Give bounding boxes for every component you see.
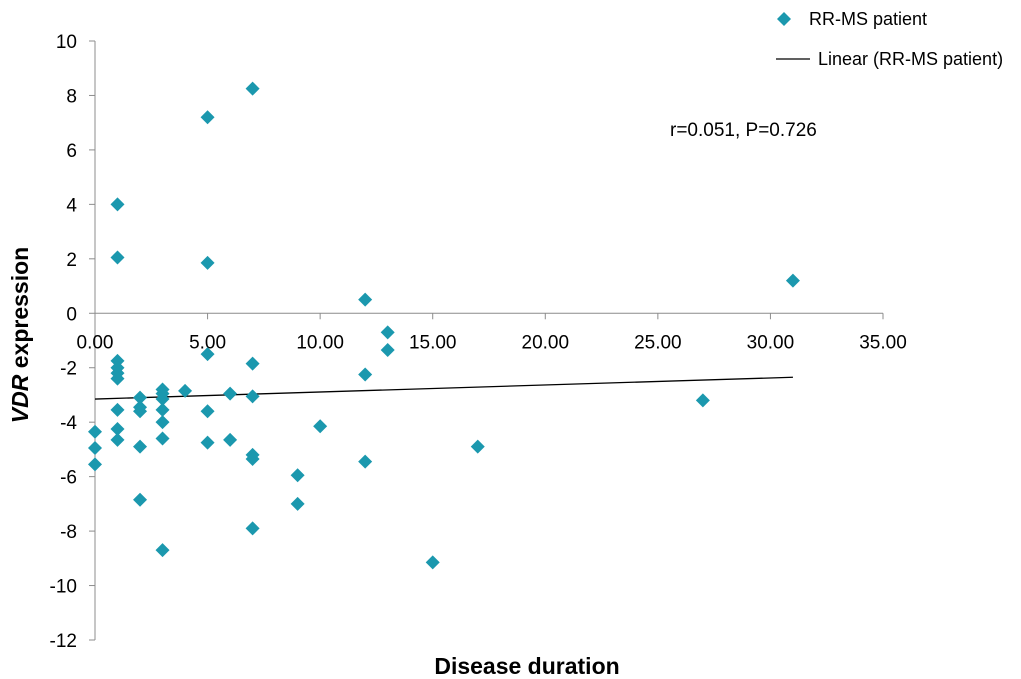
- y-tick-label: -4: [60, 413, 77, 434]
- data-point: [245, 81, 260, 96]
- y-tick-label: -8: [60, 522, 77, 543]
- y-tick-label: 0: [66, 304, 77, 325]
- data-point: [200, 110, 215, 125]
- x-tick-label: 10.00: [296, 332, 344, 353]
- trendline-layer: [94, 376, 793, 400]
- legend: RR-MS patient Linear (RR-MS patient): [776, 9, 1003, 69]
- data-point: [200, 404, 215, 419]
- data-point: [425, 555, 440, 570]
- data-point: [155, 415, 170, 430]
- data-point: [155, 543, 170, 558]
- data-point: [155, 431, 170, 446]
- data-point: [200, 255, 215, 270]
- data-point: [380, 343, 395, 358]
- y-tick-label: 8: [66, 86, 77, 107]
- legend-label-series: RR-MS patient: [809, 9, 927, 29]
- y-tick-label: 6: [66, 141, 77, 162]
- data-point: [110, 371, 125, 386]
- data-point: [290, 468, 305, 483]
- data-point: [245, 521, 260, 536]
- y-tick-label: 4: [66, 195, 77, 216]
- data-point: [88, 457, 102, 472]
- y-axis: 10 8 6 4 2 0 -2 -4 -6 -8 -10 -12: [50, 32, 96, 652]
- data-point: [88, 424, 102, 439]
- data-point: [358, 367, 373, 382]
- data-point: [110, 432, 125, 447]
- x-tick-label: 15.00: [409, 332, 457, 353]
- data-point: [223, 386, 238, 401]
- data-point: [133, 390, 148, 405]
- y-tick-label: -6: [60, 468, 77, 489]
- x-axis-title: Disease duration: [434, 653, 619, 679]
- x-tick-label: 30.00: [747, 332, 795, 353]
- y-tick-label: 2: [66, 250, 77, 271]
- trendline: [94, 376, 793, 400]
- x-tick-label: 0.00: [77, 332, 114, 353]
- data-point: [245, 356, 260, 371]
- y-axis-title-rest: expression: [7, 247, 33, 375]
- points-layer: [88, 81, 800, 570]
- data-point: [88, 441, 102, 456]
- data-point: [133, 492, 148, 507]
- y-tick-label: -2: [60, 359, 77, 380]
- data-point: [178, 383, 193, 398]
- y-axis-title-italic: VDR: [7, 374, 33, 423]
- data-point: [223, 432, 238, 447]
- data-point: [110, 197, 125, 212]
- x-axis: 0.00 5.00 10.00 15.00 20.00 25.00 30.00 35.00: [77, 312, 907, 353]
- y-tick-label: 10: [56, 32, 77, 53]
- x-tick-label: 35.00: [859, 332, 907, 353]
- data-point: [785, 273, 800, 288]
- data-point: [133, 439, 148, 454]
- data-point: [245, 451, 260, 466]
- data-point: [245, 389, 260, 404]
- y-tick-label: -10: [50, 577, 77, 598]
- data-point: [133, 404, 148, 419]
- y-axis-title: VDR expression: [7, 247, 33, 423]
- data-point: [110, 250, 125, 265]
- x-tick-label: 25.00: [634, 332, 682, 353]
- data-point: [358, 292, 373, 307]
- data-point: [358, 454, 373, 469]
- data-point: [200, 435, 215, 450]
- x-tick-label: 20.00: [522, 332, 570, 353]
- legend-label-trendline: Linear (RR-MS patient): [818, 49, 1003, 69]
- data-point: [110, 421, 125, 436]
- data-point: [290, 496, 305, 511]
- data-point: [155, 392, 170, 407]
- data-point: [110, 402, 125, 417]
- data-point: [200, 347, 215, 362]
- legend-marker-diamond: [777, 12, 791, 26]
- y-tick-label: -12: [50, 631, 77, 652]
- data-point: [313, 419, 328, 434]
- data-point: [380, 325, 395, 340]
- data-point: [155, 402, 170, 417]
- data-point: [470, 439, 485, 454]
- data-point: [695, 393, 710, 408]
- x-tick-label: 5.00: [189, 332, 226, 353]
- correlation-annotation: r=0.051, P=0.726: [670, 120, 817, 141]
